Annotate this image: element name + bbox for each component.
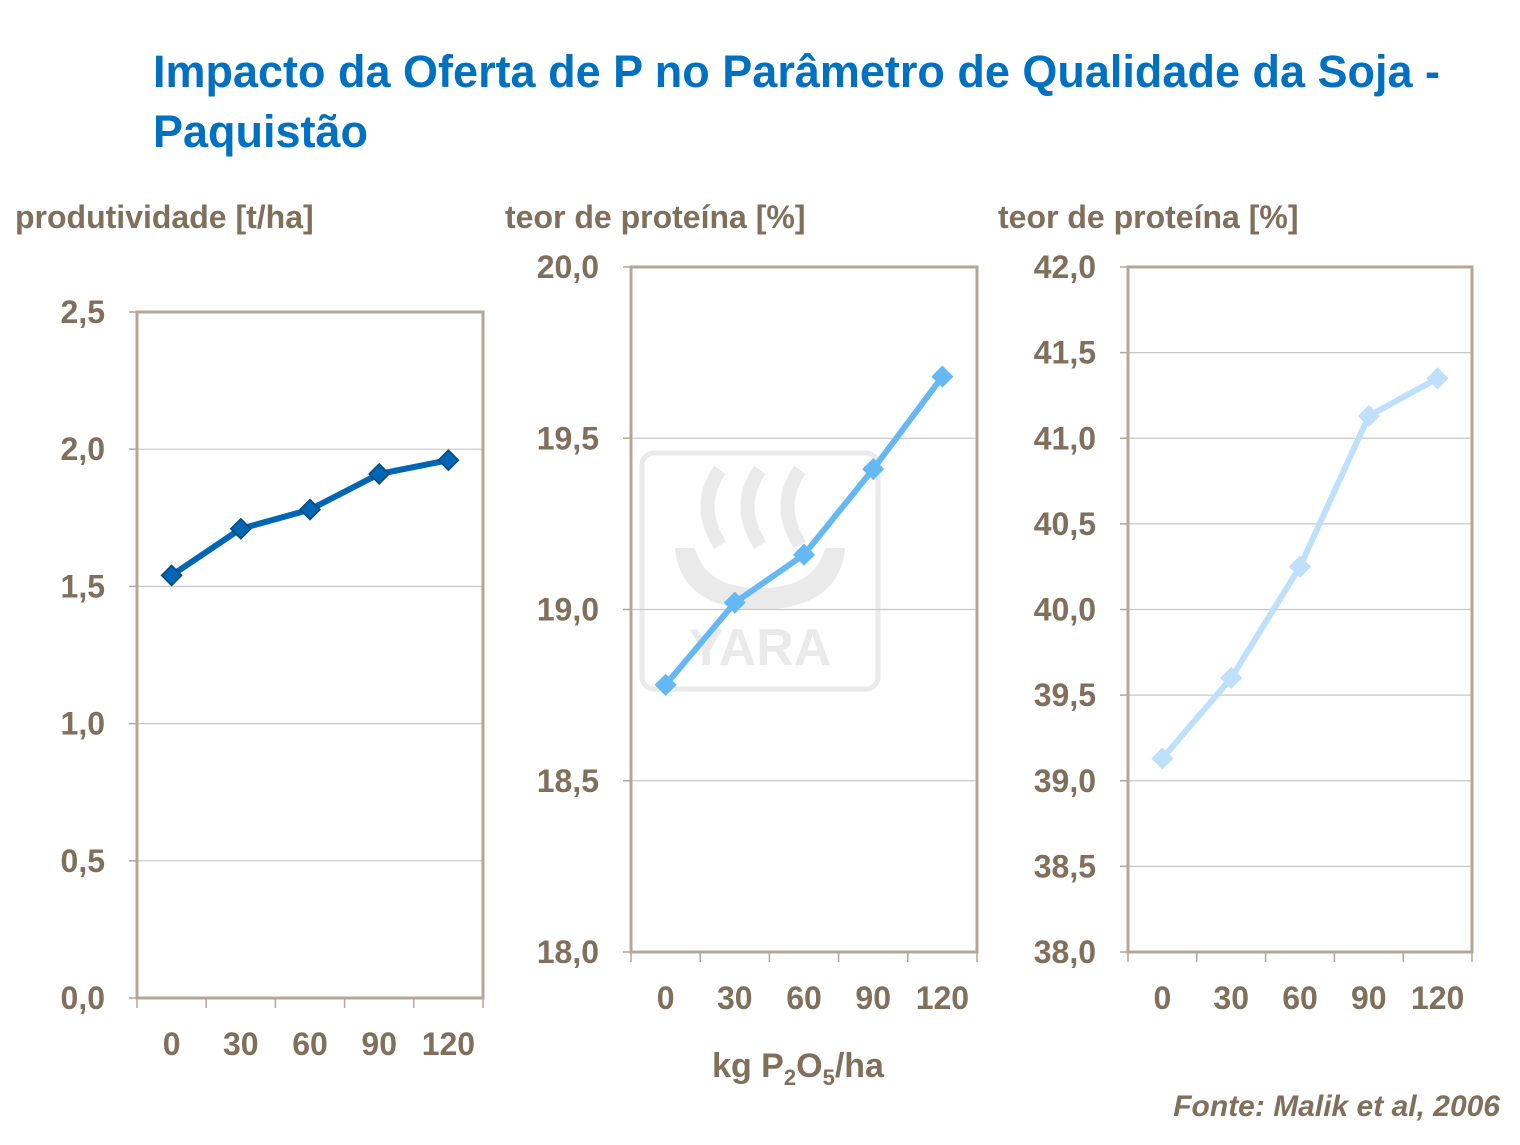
y-tick-label: 40,5 <box>1034 506 1096 542</box>
x-tick-label: 90 <box>1351 980 1387 1016</box>
y-tick-label: 38,0 <box>1034 934 1096 970</box>
x-tick-label: 30 <box>1213 980 1249 1016</box>
y-tick-label: 42,0 <box>1034 249 1096 285</box>
y-tick-label: 38,5 <box>1034 848 1096 884</box>
data-point-marker <box>229 517 252 540</box>
plot-frame <box>1126 265 1474 954</box>
data-point-marker <box>1288 555 1312 578</box>
data-point-marker <box>862 458 885 481</box>
y-tick-label: 20,0 <box>537 249 599 285</box>
y-tick-label: 41,5 <box>1034 335 1096 371</box>
x-tick-label: 90 <box>855 980 891 1016</box>
x-tick-label: 30 <box>223 1026 259 1062</box>
y-axis-label: teor de proteína [%] <box>998 199 1298 235</box>
y-tick-label: 2,5 <box>61 294 105 330</box>
y-tick-label: 1,5 <box>61 568 105 604</box>
x-tick-label: 0 <box>657 980 675 1016</box>
x-tick-label: 0 <box>163 1026 181 1062</box>
data-point-marker <box>654 673 677 696</box>
chart-2: teor de proteína [%] 18,0 18,5 19,0 19,5 20,0… <box>505 199 979 1016</box>
y-tick-label: 39,5 <box>1034 677 1096 713</box>
data-point-marker <box>1357 404 1380 428</box>
data-point-marker <box>723 591 746 614</box>
y-tick-label: 1,0 <box>61 706 105 742</box>
data-point-marker <box>160 564 183 587</box>
plot-frame <box>629 265 979 954</box>
data-point-marker <box>298 498 322 521</box>
data-point-marker <box>1151 747 1174 770</box>
data-point-marker <box>1220 666 1243 690</box>
source-note: Fonte: Malik et al, 2006 <box>1173 1090 1500 1123</box>
x-axis-label: kg P2O5/ha <box>712 1047 885 1090</box>
x-tick-label: 120 <box>1411 980 1464 1016</box>
data-point-marker <box>437 449 460 472</box>
y-tick-label: 19,5 <box>537 420 599 456</box>
data-point-marker <box>792 543 816 566</box>
data-point-marker <box>931 365 954 388</box>
y-tick-label: 39,0 <box>1034 763 1096 799</box>
x-tick-label: 120 <box>916 980 969 1016</box>
y-tick-label: 2,0 <box>61 431 105 467</box>
y-axis-label: produtividade [t/ha] <box>15 199 314 235</box>
x-tick-label: 30 <box>717 980 753 1016</box>
x-tick-label: 60 <box>786 980 822 1016</box>
x-tick-label: 60 <box>292 1026 328 1062</box>
x-tick-label: 0 <box>1154 980 1172 1016</box>
y-axis-label: teor de proteína [%] <box>505 199 805 235</box>
y-tick-label: 41,0 <box>1034 420 1096 456</box>
y-tick-label: 18,5 <box>537 763 599 799</box>
chart-1: produtividade [t/ha] 0,0 0,5 1,0 1,5 2,0 2,5 0 3… <box>15 199 485 1062</box>
y-tick-label: 18,0 <box>537 934 599 970</box>
chart-3: teor de proteína [%] 38,0 38,5 39,0 39,5 40,0… <box>998 199 1474 1016</box>
y-tick-label: 40,0 <box>1034 592 1096 628</box>
x-tick-label: 60 <box>1282 980 1318 1016</box>
page-title: Impacto da Oferta de P no Parâmetro de Q… <box>153 46 1441 157</box>
y-tick-label: 0,5 <box>61 843 105 879</box>
data-point-marker <box>1426 367 1449 390</box>
x-tick-label: 120 <box>422 1026 475 1062</box>
x-tick-label: 90 <box>361 1026 397 1062</box>
y-tick-label: 19,0 <box>537 592 599 628</box>
data-point-marker <box>368 462 391 485</box>
yara-watermark-logo: YARA <box>639 450 881 692</box>
y-tick-label: 0,0 <box>61 980 105 1016</box>
plot-frame <box>135 310 485 1000</box>
